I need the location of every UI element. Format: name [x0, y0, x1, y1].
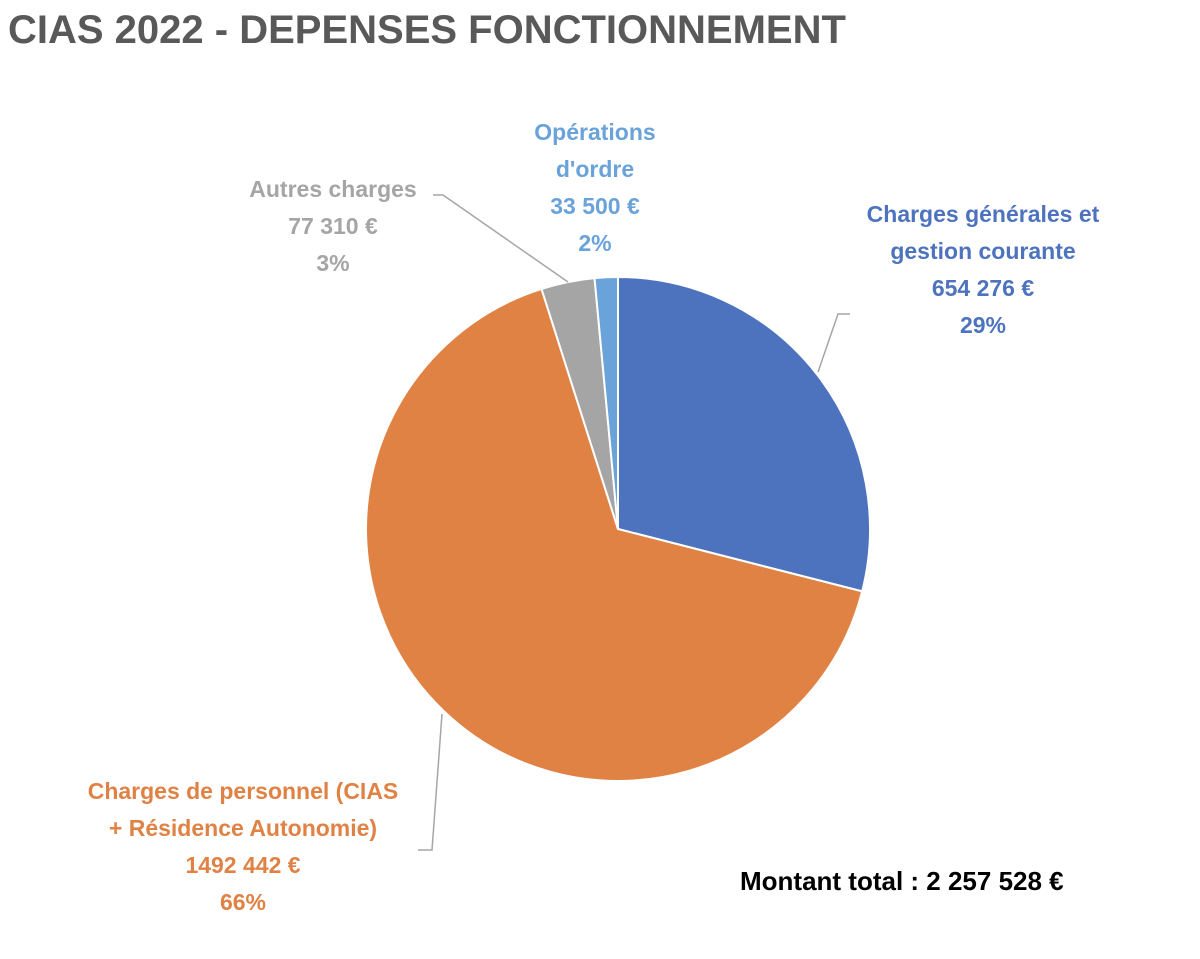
total-amount: Montant total : 2 257 528 €: [740, 866, 1064, 896]
label-charges-personnel-line1: Charges de personnel (CIAS: [87, 778, 399, 804]
label-charges-personnel: Charges de personnel (CIAS + Résidence A…: [60, 773, 426, 921]
label-charges-generales-amount: 654 276 €: [931, 275, 1035, 301]
label-charges-generales-line1: Charges générales et: [866, 201, 1100, 227]
pie-slice-charges-personnel: [365, 287, 864, 782]
label-charges-personnel-line2: + Résidence Autonomie): [108, 815, 378, 841]
label-operations-ordre: Opérations d'ordre 33 500 € 2%: [500, 114, 690, 262]
label-autres-charges: Autres charges 77 310 € 3%: [226, 171, 440, 282]
label-operations-ordre-amount: 33 500 €: [550, 193, 640, 219]
label-operations-ordre-line1: Opérations: [534, 119, 656, 145]
label-autres-charges-line1: Autres charges: [249, 176, 417, 202]
pie-slice-operations-ordre: [593, 275, 619, 530]
label-autres-charges-percent: 3%: [316, 250, 350, 276]
label-charges-generales: Charges générales et gestion courante 65…: [852, 196, 1114, 344]
leader-line-charges-personnel: [418, 713, 443, 851]
label-charges-generales-line2: gestion courante: [890, 238, 1076, 264]
leader-line-charges-generales: [817, 313, 850, 373]
label-charges-personnel-percent: 66%: [219, 889, 267, 915]
chart-title: CIAS 2022 - DEPENSES FONCTIONNEMENT: [8, 8, 846, 52]
label-operations-ordre-percent: 2%: [578, 230, 612, 256]
label-operations-ordre-line2: d'ordre: [555, 156, 635, 182]
pie-slice-charges-generales: [617, 275, 871, 593]
leader-line-autres-charges: [433, 194, 569, 283]
label-charges-generales-percent: 29%: [959, 312, 1007, 338]
label-charges-personnel-amount: 1492 442 €: [185, 852, 301, 878]
label-autres-charges-amount: 77 310 €: [288, 213, 378, 239]
